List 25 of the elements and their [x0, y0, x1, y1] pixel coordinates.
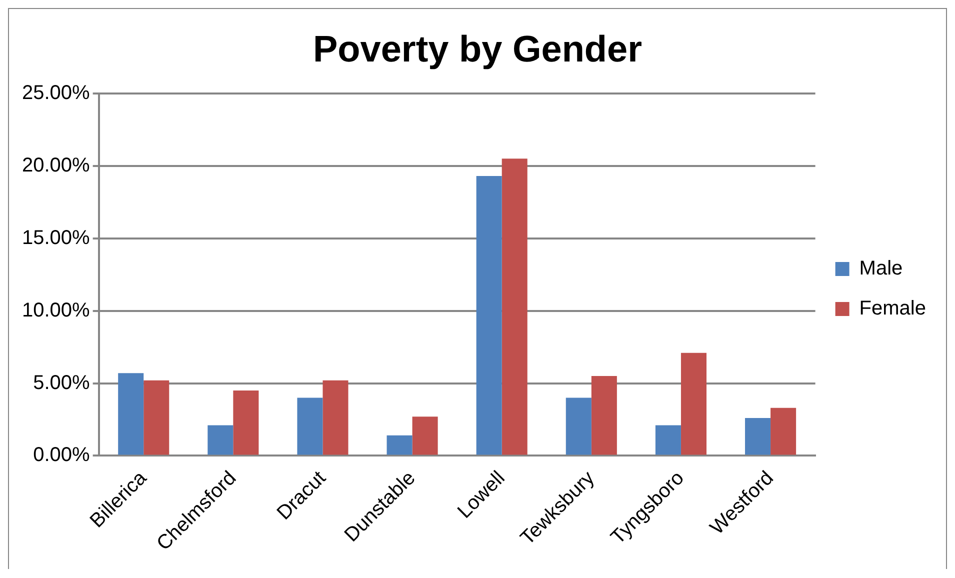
- bar: [745, 418, 771, 455]
- y-tick-label: 25.00%: [22, 82, 90, 104]
- bar: [412, 416, 438, 455]
- bar: [233, 390, 259, 455]
- bar: [386, 435, 412, 455]
- bar: [144, 380, 170, 455]
- bar: [770, 408, 796, 455]
- bar: [502, 158, 528, 455]
- bar: [322, 380, 348, 455]
- bar: [680, 352, 706, 455]
- bar: [566, 398, 592, 455]
- bar: [208, 425, 234, 455]
- bar: [118, 373, 144, 455]
- legend-label: Female: [859, 298, 926, 320]
- y-tick-label: 20.00%: [22, 154, 90, 176]
- legend-label: Male: [859, 258, 903, 280]
- y-tick-label: 15.00%: [22, 226, 90, 249]
- bar: [297, 398, 323, 455]
- bar: [591, 376, 617, 455]
- bar: [655, 425, 681, 455]
- y-tick-label: 5.00%: [33, 372, 90, 394]
- chart-title: Poverty by Gender: [312, 28, 642, 70]
- y-tick-label: 0.00%: [33, 444, 90, 466]
- y-tick-label: 10.00%: [22, 299, 90, 322]
- bar: [476, 176, 502, 455]
